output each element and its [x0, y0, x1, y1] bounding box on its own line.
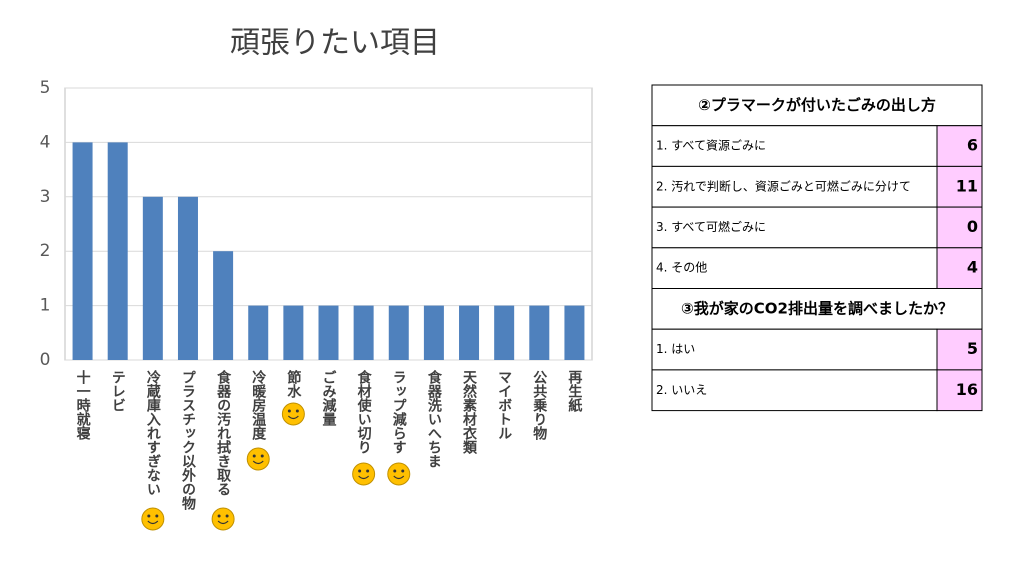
chart-title: 頑張りたい項目 — [230, 26, 440, 61]
smiley-face — [141, 507, 165, 531]
smiley-eye — [225, 514, 229, 518]
table-row-label: 1. すべて資源ごみに — [656, 138, 766, 153]
smiley-icon — [141, 507, 165, 531]
smiley-icon — [387, 462, 411, 486]
smiley-mouth — [252, 460, 264, 465]
smiley-face — [211, 507, 235, 531]
y-tick-label: 2 — [40, 241, 51, 261]
table-header: ③我が家のCO2排出量を調べましたか？ — [681, 299, 953, 317]
bar — [248, 305, 269, 360]
smiley-mouth — [217, 520, 229, 525]
table-value-cell — [936, 369, 983, 412]
bar — [318, 305, 339, 360]
smiley-eye — [393, 469, 397, 473]
y-tick-label: 1 — [40, 296, 51, 316]
table-row-label: 2. 汚れで判断し、資源ごみと可燃ごみに分けて — [656, 178, 911, 193]
x-tick-label: マイボトル — [496, 370, 512, 440]
table-row-value: 0 — [967, 217, 978, 236]
x-tick-label: テレビ — [110, 370, 126, 412]
bar — [177, 196, 198, 360]
table-cell — [651, 247, 938, 290]
x-tick-label: 冷暖房温度 — [250, 369, 266, 441]
smiley-eye — [358, 469, 362, 473]
y-tick-label: 3 — [40, 187, 51, 207]
y-tick-label: 4 — [40, 132, 51, 152]
smiley-mouth — [358, 475, 370, 480]
smiley-mouth — [393, 475, 405, 480]
smiley-mouth — [147, 520, 159, 525]
smiley-eye — [366, 469, 370, 473]
x-tick-label: 食器の汚れ拭き取る — [215, 369, 232, 496]
table-row-value: 5 — [967, 339, 978, 358]
table-header-cell — [651, 288, 983, 330]
smiley-eye — [252, 454, 256, 458]
table-row-value: 16 — [956, 380, 978, 399]
table-value-cell — [936, 206, 983, 249]
smiley-icon — [352, 462, 376, 486]
table-row-value: 6 — [967, 136, 978, 155]
table-row-label: 4. その他 — [656, 261, 707, 275]
smiley-face — [246, 447, 270, 471]
bar — [107, 142, 128, 360]
smiley-eye — [260, 454, 264, 458]
bar — [459, 305, 480, 360]
table-cell — [651, 206, 938, 249]
bar — [213, 251, 234, 360]
x-tick-label: 節水 — [285, 369, 301, 399]
bar — [72, 142, 93, 360]
x-tick-label: プラスチック以外の物 — [180, 370, 196, 511]
table-cell — [651, 369, 938, 412]
smiley-icon — [246, 447, 270, 471]
smiley-face — [387, 462, 411, 486]
bar — [564, 305, 585, 360]
table-row-label: 3. すべて可燃ごみに — [656, 219, 766, 234]
y-tick-label: 0 — [40, 350, 51, 370]
table-row-value: 11 — [956, 176, 978, 195]
x-tick-label: 十一時就寝 — [75, 369, 91, 441]
smiley-icon — [211, 507, 235, 531]
smiley-eye — [155, 514, 159, 518]
smiley-eye — [401, 469, 405, 473]
smiley-face — [281, 402, 305, 426]
smiley-eye — [147, 514, 151, 518]
x-tick-label: 冷蔵庫入れすぎない — [145, 369, 161, 496]
table-row-label: 2. いいえ — [656, 383, 707, 397]
x-tick-label: 公共乗り物 — [531, 370, 548, 441]
bar — [142, 196, 163, 360]
smiley-face — [352, 462, 376, 486]
x-tick-label: 天然素材衣類 — [461, 370, 478, 455]
x-tick-label: ごみ減量 — [321, 369, 337, 427]
bar — [283, 305, 304, 360]
table-header: ②プラマークが付いたごみの出し方 — [698, 96, 936, 114]
y-tick-label: 5 — [40, 78, 51, 98]
bar — [423, 305, 444, 360]
x-tick-label: 食材使い切り — [356, 369, 373, 454]
bar — [388, 305, 409, 360]
smiley-mouth — [287, 415, 299, 420]
smiley-eye — [287, 409, 291, 413]
bar — [353, 305, 374, 360]
x-tick-label: ラップ減らす — [391, 370, 407, 454]
table-value-cell — [936, 328, 983, 371]
x-tick-label: 再生紙 — [566, 370, 582, 413]
table-row-label: 1. はい — [656, 342, 695, 356]
bar — [494, 305, 515, 360]
x-tick-label: 食器洗いへちま — [426, 369, 443, 468]
smiley-eye — [217, 514, 221, 518]
smiley-icon — [281, 402, 305, 426]
bar — [529, 305, 550, 360]
table-row-value: 4 — [967, 258, 978, 277]
smiley-eye — [295, 409, 299, 413]
